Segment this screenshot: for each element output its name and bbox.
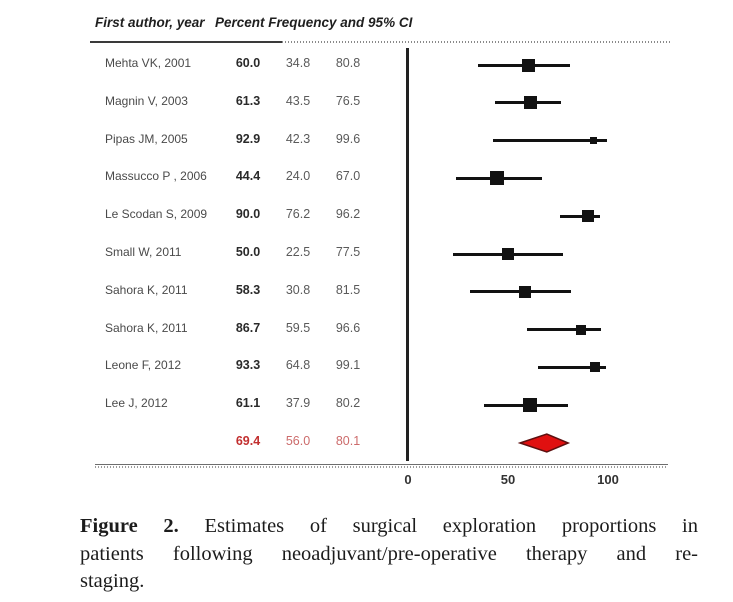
x-axis-baseline: [95, 464, 668, 465]
diamond-shape: [517, 433, 571, 453]
ci-low-value: 64.8: [285, 358, 311, 373]
percent-value: 93.3: [235, 358, 261, 373]
percent-value: 61.3: [235, 93, 261, 108]
ci-low-value: 59.5: [285, 320, 311, 335]
axis-zero-line: [406, 48, 409, 461]
ci-high-value: 81.5: [335, 282, 361, 297]
pooled-percent-value: 69.4: [235, 434, 261, 448]
effect-square: [502, 248, 514, 260]
effect-square: [589, 362, 600, 373]
ci-low-value: 42.3: [285, 131, 311, 146]
caption-line: staging.: [80, 570, 145, 592]
percent-value: 92.9: [235, 131, 261, 146]
header-col-stats: Percent Frequency and 95% CI: [215, 15, 413, 30]
header-rule-dotted: [282, 41, 672, 43]
caption-figure-label: Figure 2.: [80, 515, 179, 537]
header-rule-solid: [90, 41, 282, 43]
percent-value: 44.4: [235, 169, 261, 184]
percent-value: 60.0: [235, 56, 261, 70]
ci-high-value: 77.5: [335, 245, 361, 259]
ci-line: [537, 365, 607, 369]
study-label: Pipas JM, 2005: [105, 131, 188, 146]
summary-diamond: [517, 433, 571, 453]
caption-line: Figure 2. Estimates of surgical explorat…: [80, 515, 699, 537]
ci-low-value: 22.5: [285, 245, 311, 259]
figure-caption: Figure 2. Estimates of surgical explorat…: [80, 513, 698, 596]
ci-low-value: 76.2: [285, 207, 311, 222]
effect-square: [524, 96, 538, 110]
effect-square: [582, 210, 594, 223]
percent-value: 50.0: [235, 245, 261, 259]
percent-value: 58.3: [235, 282, 261, 297]
ci-low-value: 24.0: [285, 169, 311, 184]
caption-line: patients following neoadjuvant/pre-opera…: [80, 542, 698, 565]
effect-square: [590, 137, 598, 145]
percent-value: 90.0: [235, 207, 261, 222]
ci-low-value: 43.5: [285, 93, 311, 108]
ci-high-value: 80.2: [335, 396, 361, 411]
study-label: Magnin V, 2003: [105, 93, 188, 108]
ci-low-value: 30.8: [285, 282, 311, 297]
ci-high-value: 76.5: [335, 93, 361, 108]
percent-value: 61.1: [235, 396, 261, 411]
effect-square: [521, 58, 535, 72]
x-axis-baseline-dots: [95, 466, 668, 468]
x-tick-label: 100: [597, 472, 619, 487]
ci-high-value: 99.1: [335, 358, 361, 373]
study-label: Massucco P , 2006: [105, 169, 207, 184]
header-col-author: First author, year: [95, 15, 205, 30]
ci-high-value: 99.6: [335, 131, 361, 146]
ci-high-value: 96.2: [335, 207, 361, 222]
effect-square: [576, 324, 587, 335]
study-label: Small W, 2011: [105, 245, 182, 259]
study-label: Mehta VK, 2001: [105, 56, 192, 70]
ci-high-value: 67.0: [335, 169, 361, 184]
ci-high-value: 96.6: [335, 320, 361, 335]
ci-low-value: 34.8: [285, 56, 311, 70]
effect-square: [518, 285, 531, 298]
ci-low-value: 37.9: [285, 396, 311, 411]
study-label: Le Scodan S, 2009: [105, 207, 208, 222]
effect-square: [489, 171, 504, 186]
study-label: Leone F, 2012: [105, 358, 182, 373]
x-tick-label: 50: [500, 472, 516, 487]
effect-square: [523, 398, 538, 413]
study-label: Sahora K, 2011: [105, 320, 188, 335]
x-tick-label: 0: [404, 472, 412, 487]
ci-line: [560, 214, 601, 218]
ci-high-value: 80.8: [335, 56, 361, 70]
percent-value: 86.7: [235, 320, 261, 335]
pooled-ci-low-value: 56.0: [285, 434, 311, 448]
ci-line: [527, 328, 602, 332]
study-label: Sahora K, 2011: [105, 282, 188, 297]
pooled-ci-high-value: 80.1: [335, 434, 361, 448]
ci-line: [492, 139, 608, 143]
study-label: Lee J, 2012: [105, 396, 168, 411]
